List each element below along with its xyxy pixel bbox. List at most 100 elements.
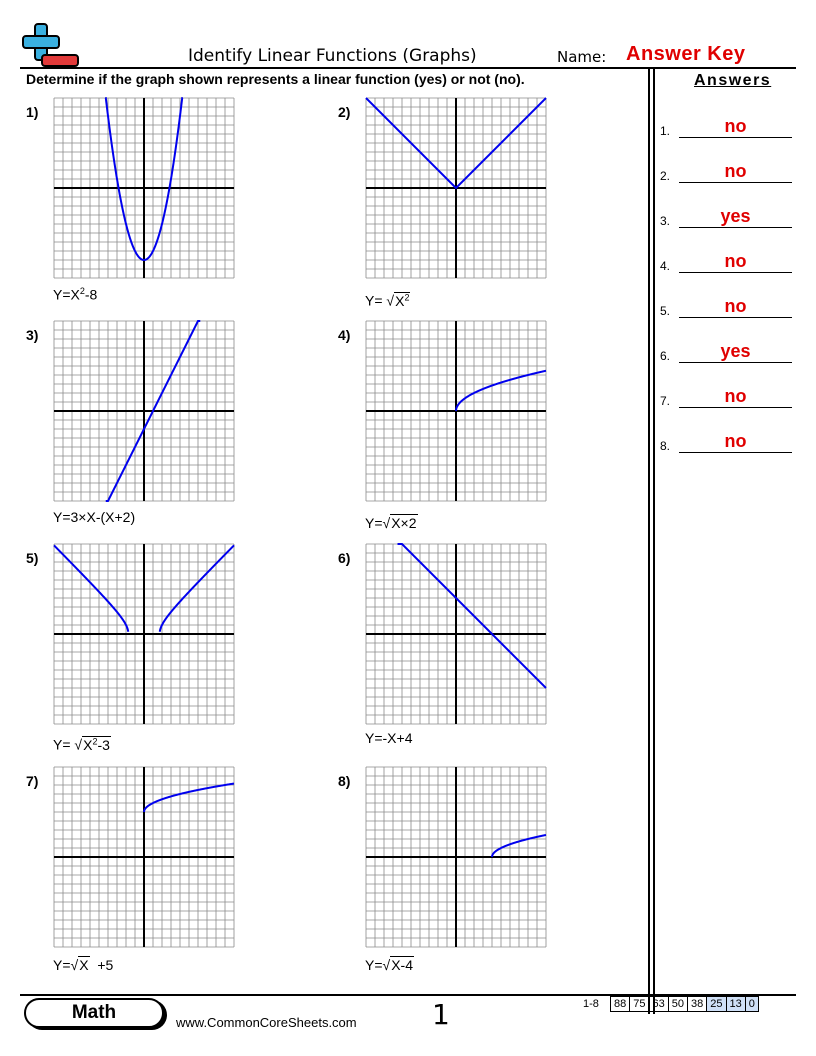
problem-6: 6) Y=-X+4 xyxy=(338,543,628,760)
answer-line xyxy=(679,452,792,453)
equation: Y= √X2 xyxy=(365,291,411,309)
answer-line xyxy=(679,182,792,183)
equation-part: -8 xyxy=(84,286,98,303)
equation-part: √ xyxy=(382,957,391,973)
equation: Y=√X×2 xyxy=(365,514,418,531)
graph xyxy=(53,97,235,279)
problem-number: 8) xyxy=(338,773,351,789)
problem-number: 6) xyxy=(338,550,351,566)
problem-number: 2) xyxy=(338,104,351,120)
top-divider xyxy=(20,67,796,69)
score-range: 1-8 xyxy=(583,998,599,1010)
equation-part: Y= xyxy=(53,736,75,753)
problem-5: 5) Y= √X2-3 xyxy=(26,543,316,760)
answer-number: 7. xyxy=(660,394,671,408)
equation: Y= √X2-3 xyxy=(53,735,111,753)
graph xyxy=(365,766,547,948)
name-value: Answer Key xyxy=(626,43,746,65)
answer-line xyxy=(679,137,792,138)
equation-part: Y=X xyxy=(53,286,80,303)
problem-number: 1) xyxy=(26,104,39,120)
name-label: Name: xyxy=(557,48,607,66)
equation-part: Y=-X+4 xyxy=(365,730,413,746)
equation-part: X-4 xyxy=(391,957,413,973)
answer-value[interactable]: yes xyxy=(720,206,751,226)
coordinate-grid xyxy=(53,543,235,725)
function-curve xyxy=(491,833,547,858)
equation-part: √ xyxy=(382,515,391,531)
score-cell: 75 xyxy=(629,996,650,1012)
score-cell: 38 xyxy=(686,996,708,1012)
answer-value[interactable]: no xyxy=(724,116,747,136)
coordinate-grid xyxy=(365,766,547,948)
function-curve xyxy=(455,369,547,412)
equation: Y=√X-4 xyxy=(365,956,414,973)
equation: Y=-X+4 xyxy=(365,730,412,746)
answer-column-divider xyxy=(648,67,650,1014)
answer-row: 8. no xyxy=(660,431,792,453)
equation-part: 2 xyxy=(92,736,98,746)
function-curve xyxy=(105,320,201,502)
page-number: 1 xyxy=(432,998,450,1031)
problem-3: 3) Y=3×X-(X+2) xyxy=(26,320,316,537)
answer-line xyxy=(679,317,792,318)
score-table: 88 75 63 50 38 25 13 0 xyxy=(609,996,759,1012)
equation-part: √ xyxy=(74,736,83,753)
score-cell: 50 xyxy=(667,996,689,1012)
graph xyxy=(53,543,235,725)
answer-value[interactable]: no xyxy=(724,251,747,271)
answer-row: 5. no xyxy=(660,296,792,318)
score-cell: 25 xyxy=(706,996,727,1012)
equation-part: X xyxy=(395,292,405,309)
answer-value[interactable]: yes xyxy=(720,341,751,361)
equation: Y=√X +5 xyxy=(53,956,114,973)
equation-part: Y= xyxy=(365,515,383,531)
function-curve xyxy=(104,97,184,262)
equation: Y=3×X-(X+2) xyxy=(53,509,135,525)
answer-line xyxy=(679,227,792,228)
answer-row: 4. no xyxy=(660,251,792,273)
score-cell: 13 xyxy=(725,996,746,1012)
plus-minus-logo-icon xyxy=(22,22,82,70)
function-curve xyxy=(53,544,130,632)
coordinate-grid xyxy=(53,766,235,948)
equation-part: Y= xyxy=(365,292,387,309)
equation-part: -3 xyxy=(97,736,110,753)
problem-number: 5) xyxy=(26,550,39,566)
graph xyxy=(53,320,235,502)
graph xyxy=(365,543,547,725)
footer-divider xyxy=(20,994,796,996)
problem-4: 4) Y=√X×2 xyxy=(338,320,628,537)
answer-line xyxy=(679,407,792,408)
problem-number: 7) xyxy=(26,773,39,789)
problem-number: 3) xyxy=(26,327,39,343)
answer-number: 2. xyxy=(660,169,671,183)
answer-number: 5. xyxy=(660,304,671,318)
answer-number: 3. xyxy=(660,214,671,228)
answer-value[interactable]: no xyxy=(724,386,747,406)
equation-part: 2 xyxy=(404,292,410,302)
answer-row: 7. no xyxy=(660,386,792,408)
answer-row: 6. yes xyxy=(660,341,792,363)
answer-number: 1. xyxy=(660,124,671,138)
function-curve xyxy=(158,544,235,632)
equation-part: Y= xyxy=(53,957,71,973)
function-curve xyxy=(365,97,547,190)
answer-value[interactable]: no xyxy=(724,296,747,316)
answer-value[interactable]: no xyxy=(724,431,747,451)
graph xyxy=(365,320,547,502)
coordinate-grid xyxy=(53,320,235,502)
equation-part: √ xyxy=(70,957,79,973)
function-curve xyxy=(143,782,235,813)
equation: Y=X2-8 xyxy=(53,286,97,303)
answer-line xyxy=(679,362,792,363)
answer-row: 3. yes xyxy=(660,206,792,228)
website-link[interactable]: www.CommonCoreSheets.com xyxy=(176,1015,357,1030)
answer-value[interactable]: no xyxy=(724,161,747,181)
graph xyxy=(53,766,235,948)
problem-1: 1) Y=X2-8 xyxy=(26,97,316,314)
worksheet-title: Identify Linear Functions (Graphs) xyxy=(188,46,477,66)
instructions: Determine if the graph shown represents … xyxy=(26,71,525,87)
equation-part: Y= xyxy=(365,957,383,973)
equation-part: +5 xyxy=(89,957,114,973)
